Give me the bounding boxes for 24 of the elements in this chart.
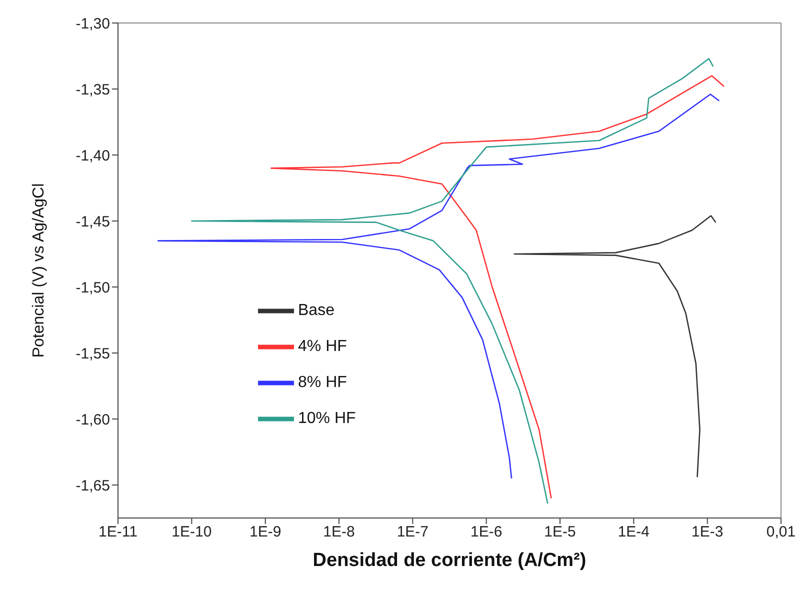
x-tick-label: 1E-9: [249, 524, 282, 541]
y-tick-label: -1,55: [76, 345, 110, 362]
legend-label: 4% HF: [298, 338, 347, 356]
x-tick-label: 1E-3: [691, 524, 724, 541]
x-tick-label: 0,01: [766, 524, 796, 541]
y-tick-label: -1,30: [76, 15, 110, 32]
y-tick-label: -1,65: [76, 477, 110, 494]
x-tick-label: 1E-8: [323, 524, 355, 541]
y-tick-label: -1,50: [76, 279, 110, 296]
y-tick-label: -1,60: [76, 411, 110, 428]
x-tick-label: 1E-10: [172, 524, 212, 541]
legend-label: 8% HF: [298, 374, 347, 392]
y-tick-label: -1,40: [76, 147, 110, 164]
legend-label: Base: [298, 302, 334, 320]
y-tick-label: -1,45: [76, 213, 110, 230]
x-tick-label: 1E-5: [544, 524, 576, 541]
x-tick-label: 1E-6: [470, 524, 502, 541]
x-tick-label: 1E-11: [98, 524, 138, 541]
y-axis-title: Potencial (V) vs Ag/AgCl: [30, 183, 48, 358]
x-tick-label: 1E-7: [396, 524, 429, 541]
x-tick-label: 1E-4: [618, 524, 650, 541]
x-axis-title: Densidad de corriente (A/Cm²): [312, 550, 586, 571]
legend-label: 10% HF: [298, 410, 356, 428]
y-tick-label: -1,35: [76, 81, 110, 98]
